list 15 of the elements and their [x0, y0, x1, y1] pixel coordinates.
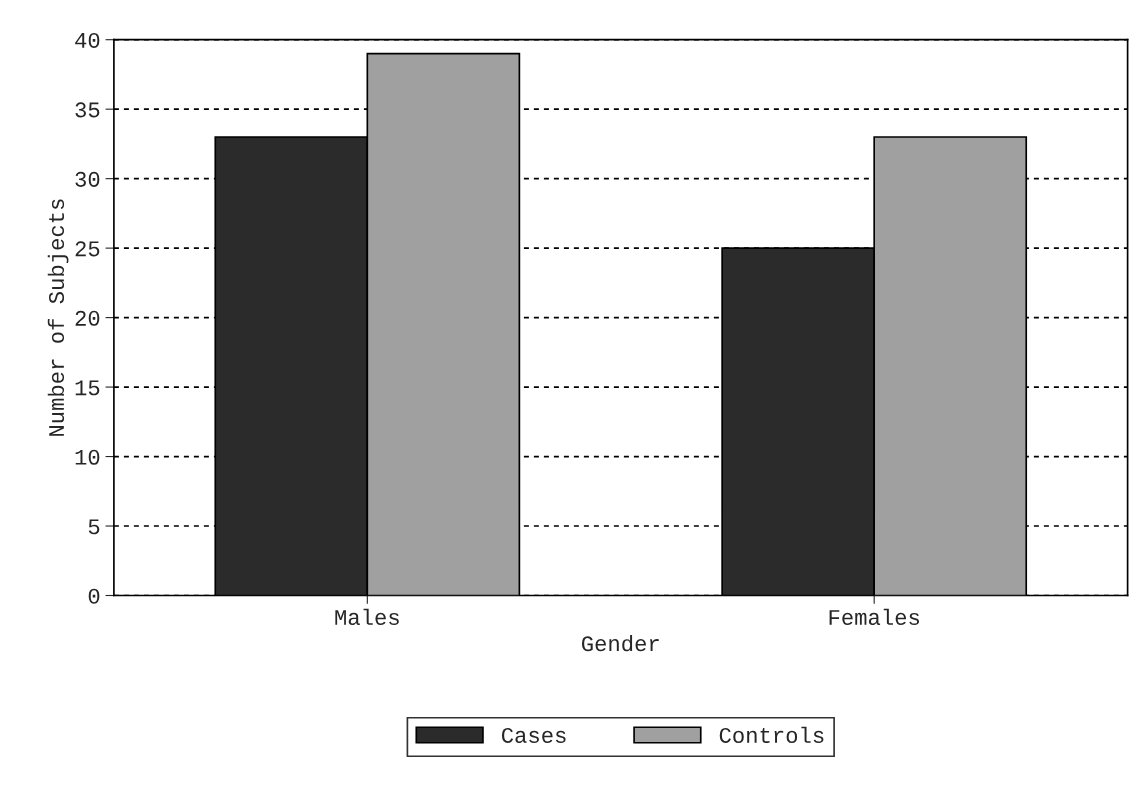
y-tick-label: 35: [75, 102, 100, 118]
y-tick-label: 30: [75, 171, 100, 187]
y-tick-label: 40: [75, 32, 100, 48]
y-axis-title: Number of Subjects: [47, 199, 69, 436]
x-axis-title: Gender: [581, 634, 659, 652]
y-tick-label: 25: [75, 241, 100, 257]
y-tick-label: 0: [88, 588, 100, 604]
y-tick-label: 5: [88, 519, 100, 535]
legend-label: Cases: [501, 727, 566, 743]
y-tick-label: 15: [75, 380, 100, 396]
y-tick-label: 20: [75, 310, 100, 326]
legend-label: Controls: [719, 726, 824, 743]
x-tick-label: Females: [829, 608, 920, 626]
y-tick-label: 10: [75, 449, 100, 465]
x-tick-label: Males: [335, 608, 399, 626]
